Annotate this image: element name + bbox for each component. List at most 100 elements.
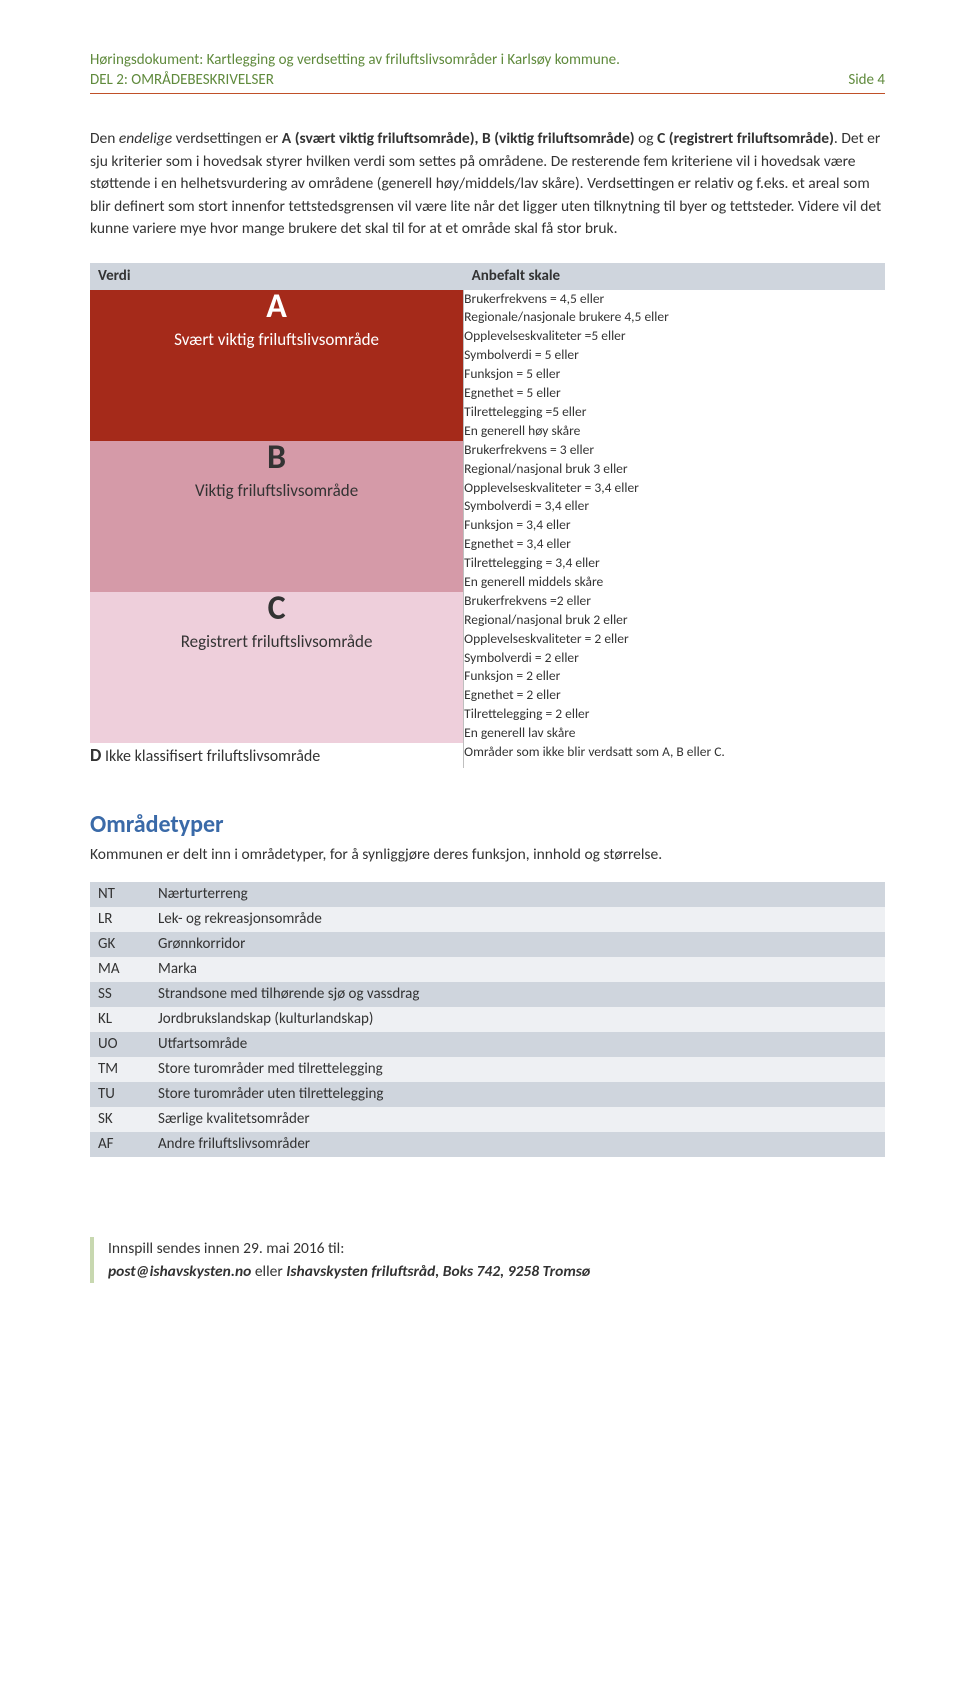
- footer-line2: post@ishavskysten.no eller Ishavskysten …: [108, 1260, 885, 1283]
- verdi-head-right: Anbefalt skale: [464, 263, 885, 290]
- type-row: KLJordbrukslandskap (kulturlandskap): [90, 1007, 885, 1032]
- verdi-criteria-b: Brukerfrekvens = 3 eller Regional/nasjon…: [464, 441, 885, 592]
- type-code: LR: [90, 907, 150, 932]
- crit-line: Regional/nasjonal bruk 2 eller: [464, 611, 885, 630]
- verdi-table: Verdi Anbefalt skale A Svært viktig fril…: [90, 263, 885, 769]
- type-code: KL: [90, 1007, 150, 1032]
- crit-line: Egnethet = 5 eller: [464, 384, 885, 403]
- cat-label: Registrert friluftslivsområde: [90, 630, 463, 654]
- footer-address: Ishavskysten friluftsråd, Boks 742, 9258…: [286, 1262, 590, 1281]
- crit-line: Symbolverdi = 5 eller: [464, 346, 885, 365]
- cat-letter: C: [90, 592, 463, 626]
- type-code: SS: [90, 982, 150, 1007]
- type-code: SK: [90, 1107, 150, 1132]
- verdi-row-c: C Registrert friluftslivsområde Brukerfr…: [90, 592, 885, 743]
- crit-line: En generell lav skåre: [464, 724, 885, 743]
- page: Høringsdokument: Kartlegging og verdsett…: [0, 0, 960, 1323]
- omradetyper-heading: Områdetyper: [90, 808, 885, 842]
- verdi-row-a: A Svært viktig friluftslivsområde Bruker…: [90, 290, 885, 441]
- crit-line: Symbolverdi = 2 eller: [464, 649, 885, 668]
- verdi-cat-c: C Registrert friluftslivsområde: [90, 592, 464, 743]
- crit-line: Regional/nasjonal bruk 3 eller: [464, 460, 885, 479]
- type-code: TU: [90, 1082, 150, 1107]
- text-italic: endelige: [119, 129, 172, 148]
- crit-line: Egnethet = 2 eller: [464, 686, 885, 705]
- cat-letter: A: [90, 290, 463, 324]
- text: verdsettingen er: [172, 129, 282, 148]
- type-row: MAMarka: [90, 957, 885, 982]
- crit-line: Opplevelseskvaliteter =5 eller: [464, 327, 885, 346]
- verdi-criteria-c: Brukerfrekvens =2 eller Regional/nasjona…: [464, 592, 885, 743]
- type-code: AF: [90, 1132, 150, 1157]
- type-name: Store turområder uten tilrettelegging: [150, 1082, 885, 1107]
- type-row: GKGrønnkorridor: [90, 932, 885, 957]
- intro-paragraph: Den endelige verdsettingen er A (svært v…: [90, 128, 885, 240]
- verdi-d-right: Områder som ikke blir verdsatt som A, B …: [464, 743, 885, 768]
- crit-line: Regionale/nasjonale brukere 4,5 eller: [464, 308, 885, 327]
- crit-line: Brukerfrekvens = 3 eller: [464, 441, 885, 460]
- type-name: Andre friluftslivsområder: [150, 1132, 885, 1157]
- doc-header-row: DEL 2: OMRÅDEBESKRIVELSER Side 4: [90, 70, 885, 94]
- crit-line: Funksjon = 2 eller: [464, 667, 885, 686]
- type-row: UOUtfartsområde: [90, 1032, 885, 1057]
- verdi-row-d: D Ikke klassifisert friluftslivsområde O…: [90, 743, 885, 768]
- crit-line: Egnethet = 3,4 eller: [464, 535, 885, 554]
- type-name: Grønnkorridor: [150, 932, 885, 957]
- type-code: UO: [90, 1032, 150, 1057]
- type-row: SSStrandsone med tilhørende sjø og vassd…: [90, 982, 885, 1007]
- footer-email: post@ishavskysten.no: [108, 1262, 251, 1281]
- crit-line: Funksjon = 3,4 eller: [464, 516, 885, 535]
- type-row: TUStore turområder uten tilrettelegging: [90, 1082, 885, 1107]
- type-row: SKSærlige kvalitetsområder: [90, 1107, 885, 1132]
- crit-line: Symbolverdi = 3,4 eller: [464, 497, 885, 516]
- type-row: TMStore turområder med tilrettelegging: [90, 1057, 885, 1082]
- verdi-cat-b: B Viktig friluftslivsområde: [90, 441, 464, 592]
- verdi-cat-a: A Svært viktig friluftslivsområde: [90, 290, 464, 441]
- crit-line: Tilrettelegging = 3,4 eller: [464, 554, 885, 573]
- text: og: [635, 129, 657, 148]
- verdi-criteria-a: Brukerfrekvens = 4,5 eller Regionale/nas…: [464, 290, 885, 441]
- verdi-table-header: Verdi Anbefalt skale: [90, 263, 885, 290]
- type-code: NT: [90, 882, 150, 907]
- type-row: NTNærturterreng: [90, 882, 885, 907]
- crit-line: Opplevelseskvaliteter = 2 eller: [464, 630, 885, 649]
- type-name: Utfartsområde: [150, 1032, 885, 1057]
- text: Den: [90, 129, 119, 148]
- cat-label: Svært viktig friluftslivsområde: [90, 328, 463, 352]
- crit-line: Opplevelseskvaliteter = 3,4 eller: [464, 479, 885, 498]
- cat-d-label: Ikke klassifisert friluftslivsområde: [101, 747, 320, 766]
- crit-line: Funksjon = 5 eller: [464, 365, 885, 384]
- crit-line: Brukerfrekvens =2 eller: [464, 592, 885, 611]
- footer-text: eller: [251, 1262, 286, 1281]
- type-name: Jordbrukslandskap (kulturlandskap): [150, 1007, 885, 1032]
- crit-line: Brukerfrekvens = 4,5 eller: [464, 290, 885, 309]
- type-row: AFAndre friluftslivsområder: [90, 1132, 885, 1157]
- crit-line: En generell middels skåre: [464, 573, 885, 592]
- verdi-cat-d: D Ikke klassifisert friluftslivsområde: [90, 743, 464, 768]
- footer-block: Innspill sendes innen 29. mai 2016 til: …: [90, 1237, 885, 1284]
- crit-line: En generell høy skåre: [464, 422, 885, 441]
- type-code: TM: [90, 1057, 150, 1082]
- footer-line1: Innspill sendes innen 29. mai 2016 til:: [108, 1237, 885, 1260]
- type-name: Store turområder med tilrettelegging: [150, 1057, 885, 1082]
- omradetyper-sub: Kommunen er delt inn i områdetyper, for …: [90, 844, 885, 866]
- type-code: MA: [90, 957, 150, 982]
- text-bold: A (svært viktig friluftsområde), B (vikt…: [282, 129, 635, 148]
- type-name: Særlige kvalitetsområder: [150, 1107, 885, 1132]
- doc-section-label: DEL 2: OMRÅDEBESKRIVELSER: [90, 70, 274, 91]
- type-name: Nærturterreng: [150, 882, 885, 907]
- verdi-row-b: B Viktig friluftslivsområde Brukerfrekve…: [90, 441, 885, 592]
- crit-line: Tilrettelegging =5 eller: [464, 403, 885, 422]
- type-name: Strandsone med tilhørende sjø og vassdra…: [150, 982, 885, 1007]
- type-table: NTNærturterreng LRLek- og rekreasjonsomr…: [90, 882, 885, 1157]
- type-code: GK: [90, 932, 150, 957]
- crit-line: Tilrettelegging = 2 eller: [464, 705, 885, 724]
- type-row: LRLek- og rekreasjonsområde: [90, 907, 885, 932]
- cat-d-letter: D: [90, 744, 101, 766]
- cat-letter: B: [90, 441, 463, 475]
- type-name: Marka: [150, 957, 885, 982]
- doc-title-line1: Høringsdokument: Kartlegging og verdsett…: [90, 50, 885, 70]
- type-name: Lek- og rekreasjonsområde: [150, 907, 885, 932]
- text-bold: C (registrert friluftsområde): [657, 129, 834, 148]
- page-number: Side 4: [848, 70, 885, 91]
